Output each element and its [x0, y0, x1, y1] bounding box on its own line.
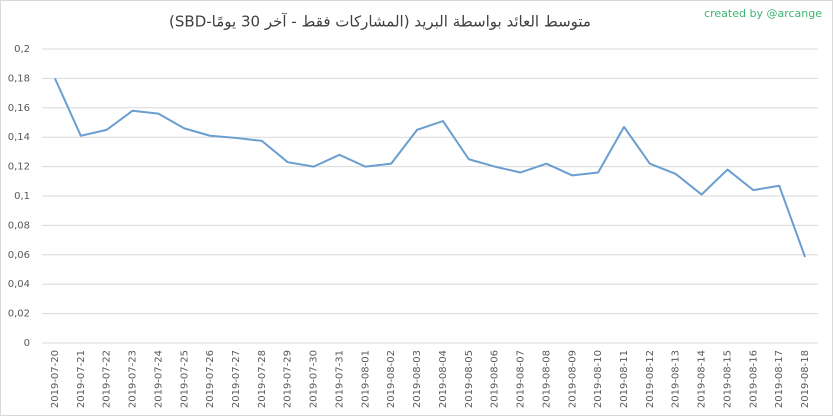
x-tick-label: 2019-07-26: [205, 350, 216, 408]
x-tick-label: 2019-08-16: [748, 350, 759, 408]
y-tick-label: 0,18: [8, 73, 30, 84]
x-tick-label: 2019-08-05: [464, 350, 475, 408]
x-tick-label: 2019-07-30: [309, 350, 320, 408]
x-tick-label: 2019-07-25: [179, 350, 190, 408]
x-tick-label: 2019-08-15: [722, 350, 733, 408]
x-tick-label: 2019-08-14: [697, 350, 708, 408]
x-tick-label: 2019-08-09: [567, 350, 578, 408]
x-tick-label: 2019-07-23: [128, 350, 139, 408]
x-tick-label: 2019-08-08: [541, 350, 552, 408]
y-tick-label: 0,2: [14, 44, 30, 55]
x-tick-label: 2019-07-27: [231, 350, 242, 408]
y-tick-label: 0,16: [8, 103, 30, 114]
x-tick-label: 2019-07-22: [102, 350, 113, 408]
y-tick-label: 0,04: [8, 279, 30, 290]
y-tick-label: 0,1: [14, 191, 30, 202]
chart-title: متوسط العائد بواسطة البريد (المشاركات فق…: [169, 13, 591, 31]
x-tick-label: 2019-08-10: [593, 350, 604, 408]
y-tick-label: 0,14: [8, 132, 30, 143]
y-tick-label: 0,12: [8, 162, 30, 173]
x-tick-label: 2019-08-07: [516, 350, 527, 408]
line: [54, 77, 807, 258]
x-tick-label: 2019-08-03: [412, 350, 423, 408]
x-tick-label: 2019-07-21: [76, 350, 87, 408]
y-tick-label: 0,08: [8, 220, 30, 231]
x-tick-label: 2019-08-11: [619, 350, 630, 408]
x-tick-label: 2019-08-02: [386, 350, 397, 408]
x-tick-label: 2019-08-18: [800, 350, 811, 408]
x-tick-label: 2019-08-06: [490, 350, 501, 408]
y-tick-label: 0: [24, 338, 30, 349]
x-tick-label: 2019-08-01: [360, 350, 371, 408]
x-tick-label: 2019-08-13: [671, 350, 682, 408]
x-tick-label: 2019-08-12: [645, 350, 656, 408]
x-tick-label: 2019-07-29: [283, 350, 294, 408]
x-tick-label: 2019-08-04: [438, 350, 449, 408]
x-tick-label: 2019-07-24: [153, 350, 164, 408]
annotation: created by @arcange: [704, 7, 822, 20]
y-tick-label: 0,02: [8, 309, 30, 320]
x-tick-label: 2019-08-17: [774, 350, 785, 408]
y-tick-label: 0,06: [8, 250, 30, 261]
x-tick-label: 2019-07-20: [50, 350, 61, 408]
x-tick-label: 2019-07-31: [334, 350, 345, 408]
x-tick-label: 2019-07-28: [257, 350, 268, 408]
